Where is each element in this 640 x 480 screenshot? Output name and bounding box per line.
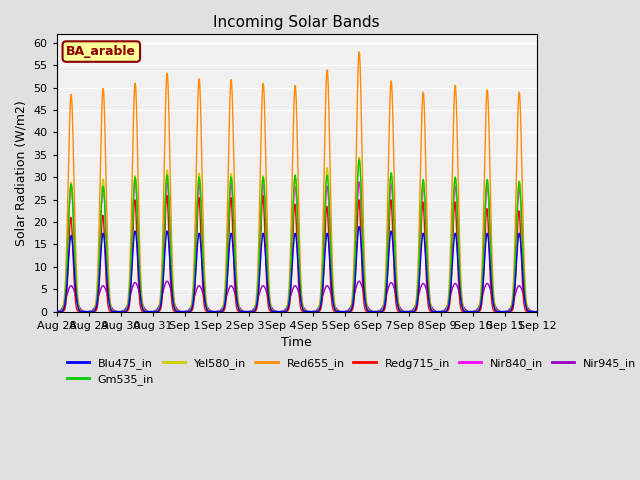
Blu475_in [237, 309, 244, 314]
Nir945_in [108, 304, 115, 310]
Yel580_in [53, 309, 61, 314]
Nir840_in [53, 309, 61, 314]
Nir840_in [131, 179, 139, 185]
Blu475_in [53, 309, 61, 314]
Blu475_in [472, 309, 479, 314]
Redg715_in [237, 309, 245, 314]
Yel580_in [108, 307, 115, 312]
Redg715_in [53, 309, 61, 314]
Red655_in [524, 305, 531, 311]
Red655_in [237, 308, 244, 314]
Yel580_in [237, 308, 244, 314]
Red655_in [258, 110, 266, 116]
Nir945_in [258, 284, 266, 290]
Redg715_in [524, 309, 531, 314]
Redg715_in [136, 301, 144, 307]
Nir945_in [163, 278, 171, 284]
Nir840_in [533, 309, 541, 314]
Blu475_in [108, 308, 115, 313]
Red655_in [136, 253, 144, 259]
Redg715_in [258, 204, 266, 210]
Nir945_in [472, 308, 479, 313]
Redg715_in [108, 309, 115, 314]
Title: Incoming Solar Bands: Incoming Solar Bands [214, 15, 380, 30]
Gm535_in [533, 309, 541, 314]
Line: Blu475_in: Blu475_in [57, 227, 537, 312]
Blu475_in [355, 224, 363, 229]
Y-axis label: Solar Radiation (W/m2): Solar Radiation (W/m2) [15, 100, 28, 246]
Nir840_in [258, 195, 266, 201]
Line: Gm535_in: Gm535_in [57, 159, 537, 312]
Blu475_in [258, 241, 266, 247]
Blu475_in [533, 309, 541, 314]
Gm535_in [524, 307, 531, 312]
Redg715_in [163, 192, 171, 198]
Legend: Blu475_in, Gm535_in, Yel580_in, Red655_in, Redg715_in, Nir840_in, Nir945_in: Blu475_in, Gm535_in, Yel580_in, Red655_i… [62, 353, 640, 389]
Gm535_in [472, 309, 479, 314]
Gm535_in [258, 192, 266, 198]
Nir945_in [237, 306, 245, 312]
Nir840_in [524, 307, 531, 312]
X-axis label: Time: Time [282, 336, 312, 349]
Yel580_in [136, 276, 144, 281]
Blu475_in [136, 289, 144, 295]
Yel580_in [355, 154, 363, 160]
Gm535_in [355, 156, 363, 162]
Gm535_in [53, 309, 61, 314]
Nir840_in [108, 307, 115, 312]
Line: Nir840_in: Nir840_in [57, 182, 537, 312]
Redg715_in [533, 309, 541, 314]
Redg715_in [472, 309, 479, 314]
Red655_in [53, 309, 61, 314]
Nir945_in [53, 309, 61, 314]
Blu475_in [524, 308, 531, 313]
Yel580_in [524, 307, 531, 312]
Nir840_in [472, 309, 479, 314]
Line: Redg715_in: Redg715_in [57, 195, 537, 312]
Red655_in [108, 305, 115, 311]
Red655_in [533, 309, 541, 314]
Nir840_in [237, 309, 245, 314]
Text: BA_arable: BA_arable [67, 45, 136, 58]
Line: Nir945_in: Nir945_in [57, 281, 537, 312]
Gm535_in [136, 276, 144, 282]
Gm535_in [237, 308, 244, 314]
Gm535_in [108, 307, 115, 312]
Nir945_in [533, 309, 541, 314]
Nir945_in [524, 304, 531, 310]
Red655_in [472, 309, 479, 314]
Nir945_in [136, 292, 144, 298]
Line: Red655_in: Red655_in [57, 52, 537, 312]
Line: Yel580_in: Yel580_in [57, 157, 537, 312]
Yel580_in [533, 309, 541, 314]
Yel580_in [258, 191, 266, 196]
Red655_in [355, 49, 363, 55]
Nir840_in [136, 280, 144, 286]
Yel580_in [472, 309, 479, 314]
